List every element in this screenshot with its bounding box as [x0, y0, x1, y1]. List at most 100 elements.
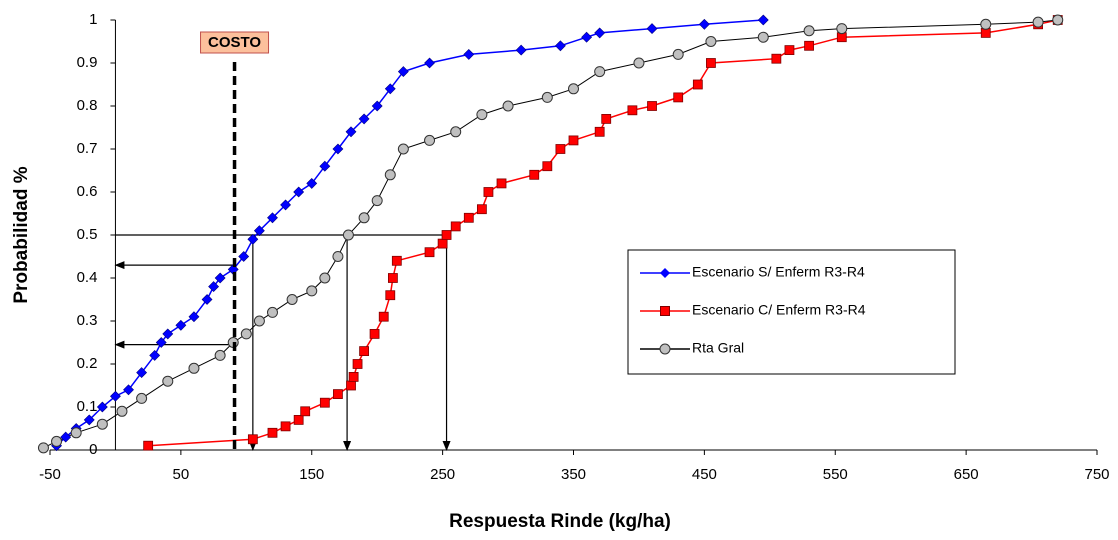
point [385, 290, 396, 301]
point [437, 238, 448, 249]
point [359, 346, 370, 357]
series-line [56, 19, 764, 447]
point [348, 371, 359, 382]
point [384, 169, 396, 181]
point [247, 233, 259, 245]
point [143, 440, 154, 451]
series-points [37, 14, 1064, 454]
point [836, 23, 848, 35]
y-tick-label: 0.5 [77, 226, 98, 243]
point [267, 212, 278, 224]
point [646, 23, 658, 35]
point [673, 92, 684, 103]
point [240, 328, 252, 340]
point [208, 281, 220, 293]
point [266, 306, 278, 318]
point [568, 135, 579, 146]
point [51, 435, 63, 447]
point [803, 25, 815, 37]
point [627, 105, 638, 116]
x-tick-label: -50 [39, 466, 61, 483]
x-tick-label: 150 [299, 466, 324, 483]
point [771, 53, 782, 64]
point [424, 247, 435, 258]
x-tick-label: 250 [430, 466, 455, 483]
point [980, 18, 992, 30]
point [280, 421, 291, 432]
point [300, 406, 311, 417]
point [672, 48, 684, 60]
point [424, 57, 435, 69]
point [594, 66, 606, 78]
point [397, 66, 409, 78]
point [1052, 14, 1064, 26]
point [515, 44, 527, 56]
series-line [148, 19, 1058, 447]
point [476, 204, 487, 215]
point [502, 100, 514, 112]
point [162, 328, 174, 340]
point [136, 367, 148, 379]
point [397, 143, 409, 155]
point [483, 187, 494, 197]
point [581, 31, 593, 43]
point [594, 27, 606, 39]
point [705, 36, 717, 47]
point [319, 272, 331, 284]
point [647, 101, 657, 111]
point [293, 414, 304, 425]
point [342, 229, 354, 241]
point [784, 45, 795, 55]
point [188, 311, 200, 323]
point [293, 186, 305, 198]
point [253, 225, 265, 237]
point [496, 178, 507, 189]
point [70, 427, 82, 439]
point [463, 212, 474, 223]
point [692, 79, 703, 90]
point [60, 431, 72, 443]
y-tick-label: 1 [89, 11, 97, 28]
costo-label: COSTO [208, 34, 261, 51]
y-axis-title: Probabilidad % [11, 166, 32, 303]
x-tick-label: 350 [561, 466, 586, 483]
point [201, 294, 213, 305]
legend-marker [660, 268, 670, 278]
point [594, 126, 605, 137]
x-tick-label: 650 [954, 466, 979, 483]
point [529, 169, 540, 180]
point [332, 143, 344, 155]
point [391, 255, 402, 266]
point [253, 315, 265, 327]
point [149, 349, 161, 361]
point [110, 390, 121, 402]
point [116, 405, 128, 417]
point [83, 414, 95, 426]
point [162, 375, 174, 387]
legend-label: Escenario C/ Enferm R3-R4 [692, 302, 866, 318]
point [441, 230, 452, 240]
point [136, 392, 148, 404]
point [358, 113, 370, 125]
point [332, 251, 344, 262]
x-tick-label: 450 [692, 466, 717, 483]
point [450, 126, 462, 138]
point [387, 273, 398, 283]
y-tick-label: 0.1 [77, 398, 98, 415]
point [554, 40, 566, 52]
point [352, 359, 363, 369]
point [333, 389, 343, 400]
point [601, 114, 612, 124]
point [247, 434, 258, 445]
y-tick-label: 0.3 [77, 312, 98, 329]
point [306, 285, 318, 297]
point [345, 126, 357, 138]
point [175, 319, 187, 331]
point [214, 349, 226, 361]
y-tick-label: 0.4 [77, 269, 98, 286]
point [123, 384, 134, 396]
point [476, 109, 488, 121]
legend-box [627, 249, 956, 375]
y-tick-label: 0.6 [77, 183, 98, 200]
series-points [51, 14, 769, 452]
